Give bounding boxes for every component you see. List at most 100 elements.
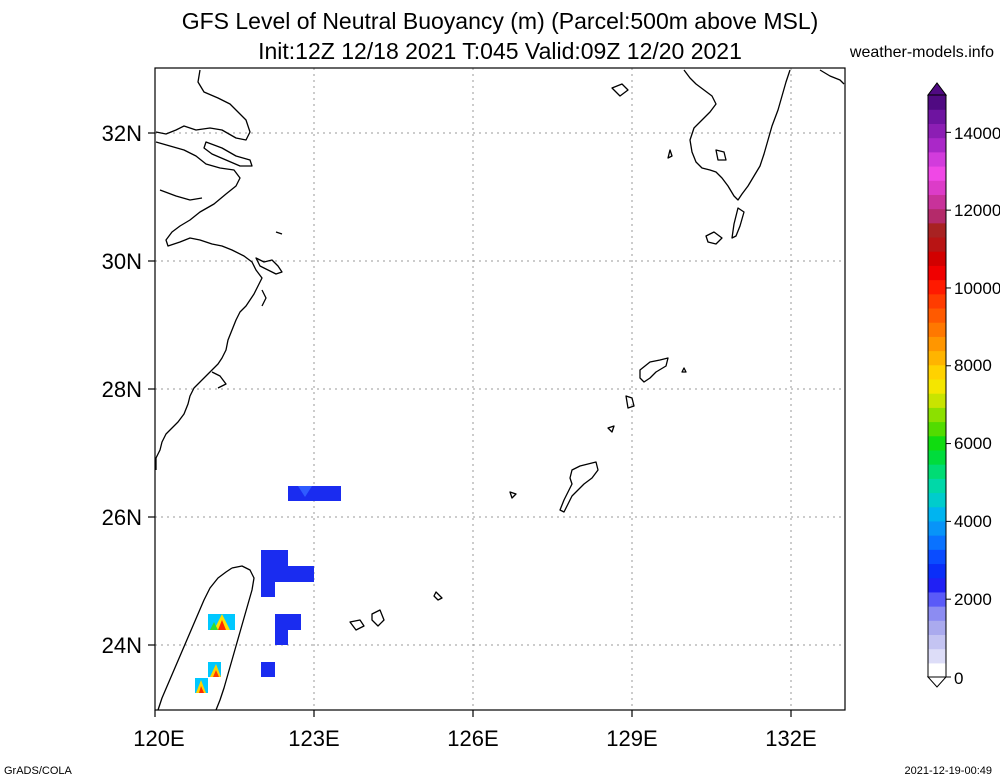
kyushu-detail bbox=[715, 149, 727, 161]
lnb-cell bbox=[199, 686, 204, 693]
coastlines bbox=[155, 69, 845, 711]
lat-label: 28N bbox=[102, 377, 142, 402]
colorbar-max-arrow bbox=[927, 82, 947, 96]
colorbar-label: 8000 bbox=[954, 356, 992, 375]
coast-detail bbox=[159, 189, 203, 201]
map-title-line-2: Init:12Z 12/18 2021 T:045 Valid:09Z 12/2… bbox=[258, 38, 742, 64]
colorbar-segment bbox=[928, 449, 946, 465]
lnb-cell bbox=[213, 670, 219, 677]
lat-label: 26N bbox=[102, 505, 142, 530]
colorbar-segment bbox=[928, 591, 946, 607]
coast-detail bbox=[275, 231, 283, 235]
axis-ticks bbox=[148, 132, 792, 717]
latitude-labels: 32N 30N 28N 26N 24N bbox=[102, 121, 142, 658]
colorbar-segment bbox=[928, 279, 946, 295]
colorbar-segment bbox=[928, 520, 946, 536]
lnb-cell bbox=[210, 622, 218, 630]
colorbar-segment bbox=[928, 322, 946, 337]
lnb-cell bbox=[210, 664, 221, 677]
china-coastline bbox=[155, 69, 251, 141]
colorbar-segment bbox=[928, 350, 946, 366]
coast-detail bbox=[211, 371, 227, 389]
lat-label: 24N bbox=[102, 633, 142, 658]
amami-oshima bbox=[639, 357, 669, 383]
ryukyu-island bbox=[681, 367, 687, 373]
colorbar-segment bbox=[928, 421, 946, 437]
coast-detail bbox=[261, 289, 267, 307]
colorbar-segment bbox=[928, 236, 946, 252]
okinawa bbox=[559, 461, 599, 513]
colorbar-segment bbox=[928, 492, 946, 508]
colorbar-segment bbox=[928, 180, 946, 195]
lon-label: 132E bbox=[765, 726, 816, 751]
site-credit: weather-models.info bbox=[849, 44, 994, 61]
koshiki-islands bbox=[667, 149, 673, 159]
colorbar-label: 0 bbox=[954, 669, 963, 688]
colorbar-segment bbox=[928, 307, 946, 323]
colorbar-segment bbox=[928, 109, 946, 124]
colorbar-segment bbox=[928, 293, 946, 309]
lon-label: 123E bbox=[288, 726, 339, 751]
colorbar-segment bbox=[928, 137, 946, 153]
lnb-cell bbox=[261, 582, 275, 597]
graticule bbox=[155, 68, 845, 710]
colorbar-min-arrow bbox=[926, 676, 948, 688]
colorbar-segment bbox=[928, 378, 946, 394]
colorbar-segment bbox=[928, 634, 946, 650]
lon-label: 120E bbox=[133, 726, 184, 751]
colorbar-segment bbox=[928, 123, 946, 139]
colorbar-segment bbox=[928, 620, 946, 636]
lnb-cell bbox=[218, 620, 226, 630]
colorbar-label: 10000 bbox=[954, 279, 1000, 298]
miyako-island bbox=[371, 609, 385, 627]
ryukyu-island bbox=[611, 83, 629, 97]
lnb-shading bbox=[195, 486, 341, 693]
senkaku-island bbox=[433, 591, 443, 601]
colorbar-segment bbox=[928, 194, 946, 210]
kyushu-coastline bbox=[683, 69, 845, 201]
ryukyu-island bbox=[509, 491, 517, 499]
colorbar-label: 14000 bbox=[954, 124, 1000, 143]
colorbar-segment bbox=[928, 364, 946, 380]
colorbar-label: 12000 bbox=[954, 201, 1000, 220]
colorbar-label: 2000 bbox=[954, 590, 992, 609]
lnb-cell bbox=[288, 486, 341, 501]
colorbar-segment bbox=[928, 251, 946, 266]
colorbar bbox=[926, 82, 951, 688]
colorbar-labels: 14000 12000 10000 8000 6000 4000 2000 0 bbox=[954, 124, 1000, 688]
colorbar-segment bbox=[928, 407, 946, 423]
zhoushan-islands bbox=[255, 257, 283, 275]
tanegashima bbox=[731, 207, 745, 239]
lnb-cell bbox=[298, 486, 312, 497]
lon-label: 129E bbox=[606, 726, 657, 751]
lnb-cell bbox=[288, 566, 314, 582]
colorbar-segment bbox=[928, 478, 946, 494]
lnb-cell bbox=[275, 614, 301, 630]
footer-timestamp: 2021-12-19-00:49 bbox=[904, 765, 992, 777]
colorbar-segment bbox=[928, 393, 946, 408]
ryukyu-island bbox=[607, 425, 615, 433]
colorbar-segment bbox=[928, 208, 946, 224]
colorbar-segment bbox=[928, 165, 946, 181]
lat-label: 32N bbox=[102, 121, 142, 146]
ishigaki-island bbox=[349, 619, 365, 631]
estuary-island bbox=[203, 141, 253, 167]
taiwan-coastline bbox=[157, 565, 255, 711]
lnb-cell bbox=[261, 550, 288, 582]
ryukyu-island bbox=[625, 395, 635, 409]
lnb-cell bbox=[275, 630, 288, 645]
yangtze-estuary bbox=[155, 141, 263, 470]
colorbar-segment bbox=[928, 535, 946, 550]
colorbar-segment bbox=[928, 222, 946, 238]
colorbar-label: 4000 bbox=[954, 512, 992, 531]
yakushima bbox=[705, 231, 723, 245]
colorbar-segment bbox=[928, 648, 946, 664]
colorbar-segment bbox=[928, 336, 946, 352]
colorbar-label: 6000 bbox=[954, 434, 992, 453]
colorbar-segment bbox=[928, 506, 946, 522]
colorbar-segment bbox=[928, 563, 946, 579]
colorbar-segment bbox=[928, 151, 946, 167]
colorbar-segment bbox=[928, 606, 946, 621]
colorbar-segment bbox=[928, 95, 946, 110]
